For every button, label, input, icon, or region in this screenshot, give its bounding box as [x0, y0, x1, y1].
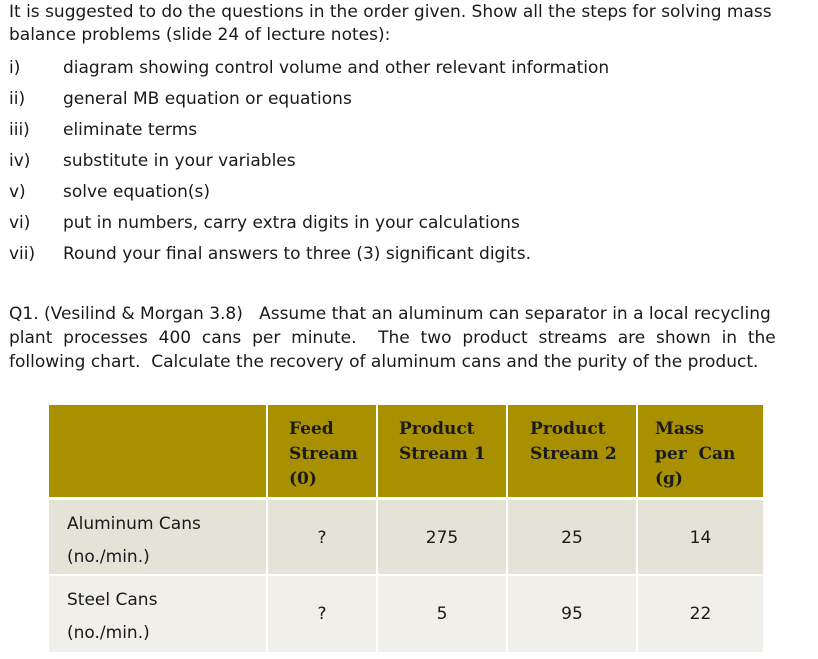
row-unit: (no./min.) — [67, 623, 150, 643]
intro-line-2: balance problems (slide 24 of lecture no… — [9, 25, 391, 45]
header-text: Stream — [289, 444, 358, 464]
step-text: put in numbers, carry extra digits in yo… — [63, 213, 520, 233]
header-text: (g) — [655, 469, 683, 489]
table-cell: 95 — [508, 576, 638, 652]
header-text: Product — [530, 419, 606, 439]
intro-paragraph: It is suggested to do the questions in t… — [9, 1, 809, 47]
header-text: (0) — [289, 469, 317, 489]
header-cell-product-1: Product Stream 1 — [378, 405, 508, 500]
table-header-row: Feed Stream (0) Product Stream 1 Product… — [49, 405, 763, 500]
cell-value: 275 — [425, 528, 459, 548]
table-cell: 275 — [378, 500, 508, 576]
row-label: Steel Cans — [67, 590, 158, 610]
row-label: Aluminum Cans — [67, 514, 201, 534]
cell-value: 22 — [689, 604, 712, 624]
table-row: Steel Cans (no./min.) ? 5 95 22 — [49, 576, 763, 652]
header-text: Mass — [655, 419, 704, 439]
table-cell: 25 — [508, 500, 638, 576]
header-text: Feed — [289, 419, 334, 439]
row-unit: (no./min.) — [67, 547, 150, 567]
step-number: iii) — [9, 120, 30, 140]
table-cell: 5 — [378, 576, 508, 652]
intro-line-1: It is suggested to do the questions in t… — [9, 2, 772, 22]
table-cell: ? — [268, 576, 378, 652]
cell-value: 5 — [436, 604, 448, 624]
step-text: eliminate terms — [63, 120, 198, 140]
table-cell: 14 — [638, 500, 763, 576]
step-number: ii) — [9, 89, 26, 109]
step-number: i) — [9, 58, 21, 78]
cell-value: ? — [317, 604, 327, 624]
cell-value: 25 — [561, 528, 583, 548]
header-cell-empty — [49, 405, 268, 500]
table-row: Aluminum Cans (no./min.) ? 275 25 14 — [49, 500, 763, 576]
header-text: per Can — [655, 444, 736, 464]
row-label-cell: Aluminum Cans (no./min.) — [49, 500, 268, 576]
step-text: general MB equation or equations — [63, 89, 352, 109]
step-number: iv) — [9, 151, 31, 171]
header-cell-product-2: Product Stream 2 — [508, 405, 638, 500]
step-number: v) — [9, 182, 26, 202]
cell-value: ? — [317, 528, 327, 548]
table-cell: ? — [268, 500, 378, 576]
header-cell-mass: Mass per Can (g) — [638, 405, 763, 500]
step-text: diagram showing control volume and other… — [63, 58, 610, 78]
step-text: solve equation(s) — [63, 182, 211, 202]
step-number: vii) — [9, 244, 36, 264]
question-line-2: plant processes 400 cans per minute. The… — [9, 328, 776, 348]
table-cell: 22 — [638, 576, 763, 652]
step-number: vi) — [9, 213, 31, 233]
header-cell-feed: Feed Stream (0) — [268, 405, 378, 500]
cell-value: 95 — [561, 604, 583, 624]
cell-value: 14 — [689, 528, 712, 548]
question-paragraph: Q1. (Vesilind & Morgan 3.8) Assume that … — [9, 302, 804, 374]
step-text: Round your final answers to three (3) si… — [63, 244, 531, 264]
header-text: Product — [399, 419, 475, 439]
header-text: Stream 1 — [399, 444, 486, 464]
question-line-1: Q1. (Vesilind & Morgan 3.8) Assume that … — [9, 304, 771, 324]
step-text: substitute in your variables — [63, 151, 296, 171]
row-label-cell: Steel Cans (no./min.) — [49, 576, 268, 652]
data-table: Feed Stream (0) Product Stream 1 Product… — [49, 405, 763, 652]
question-line-3: following chart. Calculate the recovery … — [9, 352, 759, 372]
header-text: Stream 2 — [530, 444, 617, 464]
